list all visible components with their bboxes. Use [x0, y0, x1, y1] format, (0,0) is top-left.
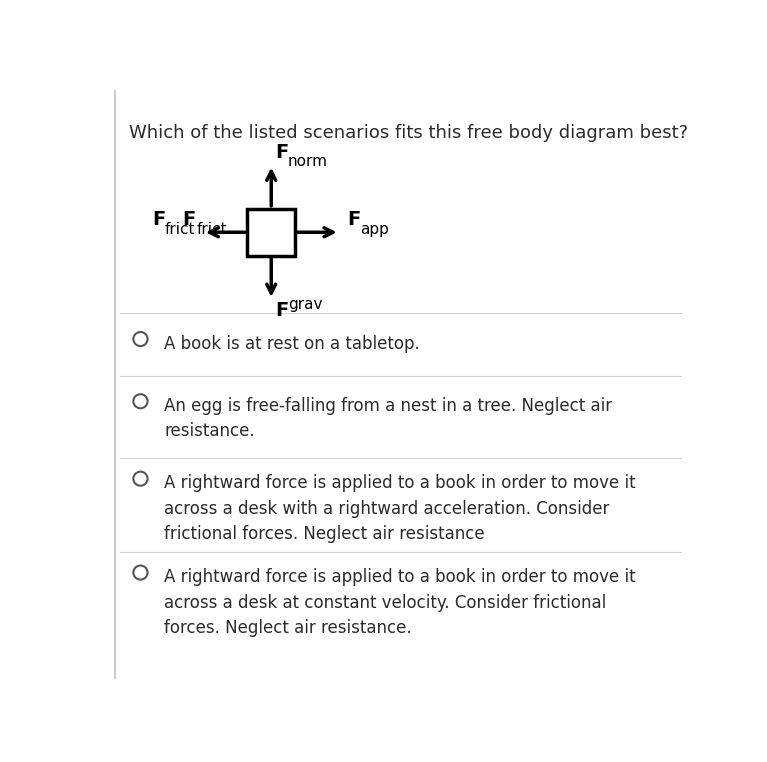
Text: norm: norm [288, 154, 328, 169]
Text: $\mathbf{F}$: $\mathbf{F}$ [275, 302, 288, 321]
Text: frict: frict [164, 222, 195, 237]
Text: $\mathbf{F}$: $\mathbf{F}$ [182, 210, 196, 229]
Text: $\mathbf{F}$: $\mathbf{F}$ [275, 142, 288, 162]
Text: app: app [360, 222, 389, 237]
Text: $\mathbf{F}$: $\mathbf{F}$ [347, 210, 360, 229]
Ellipse shape [133, 332, 147, 346]
Ellipse shape [133, 394, 147, 408]
Text: An egg is free-falling from a nest in a tree. Neglect air
resistance.: An egg is free-falling from a nest in a … [164, 396, 612, 440]
Text: frict: frict [197, 222, 228, 237]
Text: grav: grav [288, 296, 322, 312]
Text: A rightward force is applied to a book in order to move it
across a desk at cons: A rightward force is applied to a book i… [164, 568, 636, 637]
Text: Which of the listed scenarios fits this free body diagram best?: Which of the listed scenarios fits this … [129, 123, 688, 142]
Text: A rightward force is applied to a book in order to move it
across a desk with a : A rightward force is applied to a book i… [164, 474, 636, 543]
Bar [248, 209, 295, 256]
Text: A book is at rest on a tabletop.: A book is at rest on a tabletop. [164, 335, 420, 353]
Ellipse shape [133, 565, 147, 580]
Ellipse shape [133, 472, 147, 485]
Text: $\mathbf{F}$: $\mathbf{F}$ [153, 210, 166, 229]
